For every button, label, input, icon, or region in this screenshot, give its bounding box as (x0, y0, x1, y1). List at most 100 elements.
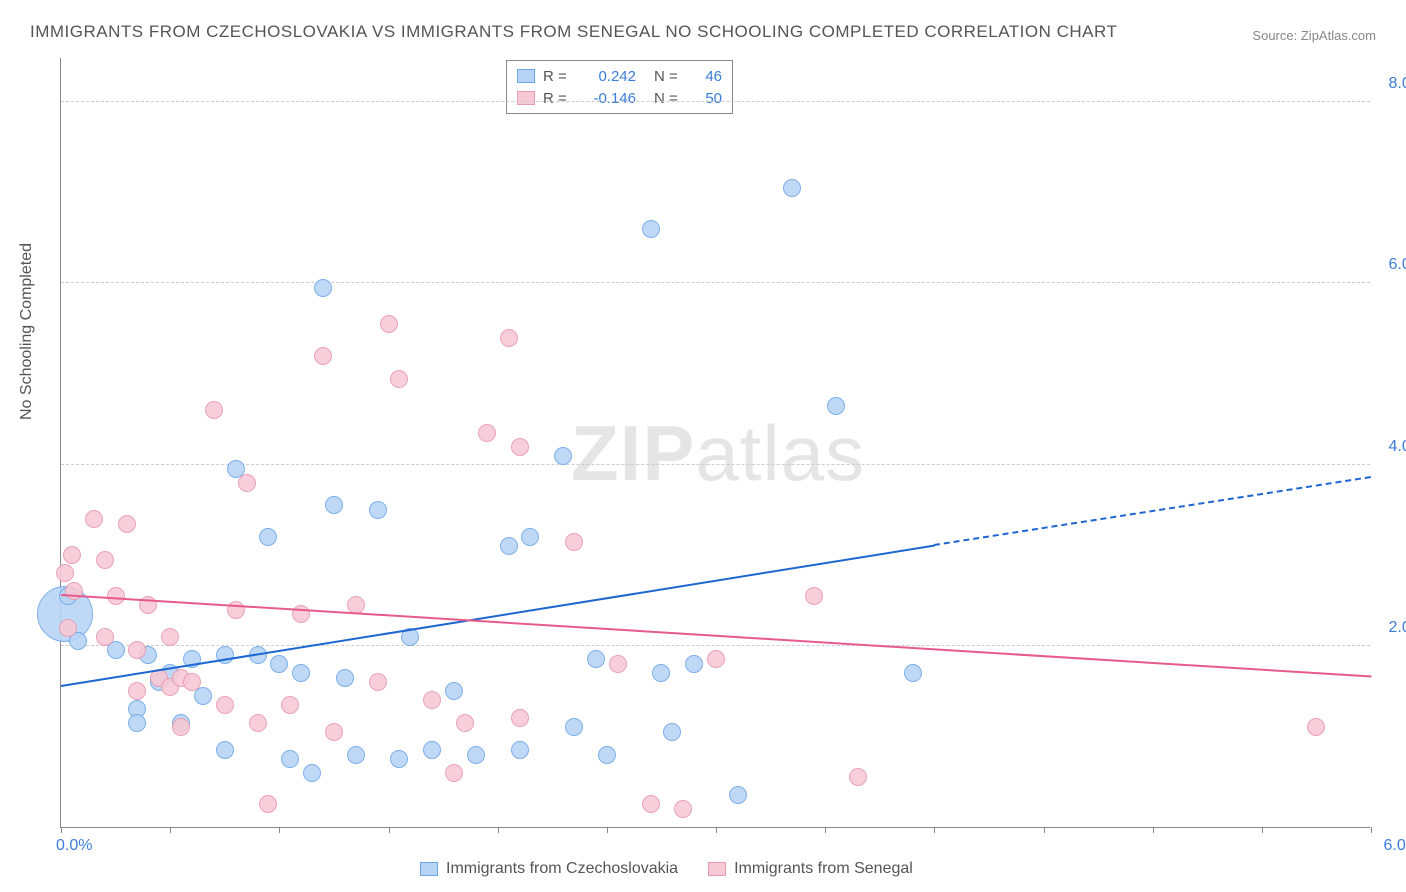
trend-line (934, 476, 1371, 546)
data-point (56, 564, 74, 582)
data-point (63, 546, 81, 564)
x-tick (279, 827, 280, 833)
source-attribution: Source: ZipAtlas.com (1252, 28, 1376, 43)
y-tick-label: 6.0% (1389, 256, 1406, 274)
data-point (904, 664, 922, 682)
data-point (314, 279, 332, 297)
data-point (478, 424, 496, 442)
data-point (325, 496, 343, 514)
legend-item: Immigrants from Czechoslovakia (420, 860, 678, 878)
source-label: Source: (1252, 28, 1297, 43)
x-tick (1153, 827, 1154, 833)
data-point (783, 179, 801, 197)
data-point (183, 673, 201, 691)
y-tick-label: 8.0% (1389, 75, 1406, 93)
data-point (565, 533, 583, 551)
data-point (456, 714, 474, 732)
data-point (445, 682, 463, 700)
data-point (59, 619, 77, 637)
data-point (598, 746, 616, 764)
data-point (281, 750, 299, 768)
stats-row: R =-0.146N =50 (517, 87, 722, 109)
data-point (674, 800, 692, 818)
legend-swatch (517, 69, 535, 83)
data-point (554, 447, 572, 465)
data-point (369, 501, 387, 519)
data-point (161, 628, 179, 646)
legend-swatch (708, 862, 726, 876)
grid-line (61, 464, 1370, 465)
data-point (685, 655, 703, 673)
data-point (805, 587, 823, 605)
data-point (500, 329, 518, 347)
data-point (172, 718, 190, 736)
data-point (249, 714, 267, 732)
source-value: ZipAtlas.com (1301, 28, 1376, 43)
data-point (118, 515, 136, 533)
data-point (303, 764, 321, 782)
stat-n-label: N = (654, 68, 684, 85)
data-point (96, 628, 114, 646)
data-point (325, 723, 343, 741)
legend-item: Immigrants from Senegal (708, 860, 913, 878)
x-tick (1044, 827, 1045, 833)
y-tick-label: 2.0% (1389, 619, 1406, 637)
data-point (292, 664, 310, 682)
data-point (128, 714, 146, 732)
data-point (849, 768, 867, 786)
data-point (205, 401, 223, 419)
data-point (281, 696, 299, 714)
data-point (369, 673, 387, 691)
stat-r-value: 0.242 (581, 68, 636, 85)
data-point (347, 746, 365, 764)
data-point (707, 650, 725, 668)
data-point (587, 650, 605, 668)
x-tick (170, 827, 171, 833)
watermark: ZIPatlas (571, 408, 865, 499)
data-point (238, 474, 256, 492)
grid-line (61, 101, 1370, 102)
data-point (827, 397, 845, 415)
data-point (259, 528, 277, 546)
x-tick (934, 827, 935, 833)
data-point (390, 750, 408, 768)
data-point (652, 664, 670, 682)
legend-swatch (517, 91, 535, 105)
stats-row: R =0.242N =46 (517, 65, 722, 87)
y-axis-label: No Schooling Completed (18, 243, 36, 420)
data-point (609, 655, 627, 673)
legend-label: Immigrants from Czechoslovakia (446, 860, 678, 878)
data-point (128, 682, 146, 700)
x-tick (1262, 827, 1263, 833)
watermark-rest: atlas (695, 409, 865, 497)
grid-line (61, 282, 1370, 283)
data-point (565, 718, 583, 736)
data-point (314, 347, 332, 365)
scatter-plot-area: ZIPatlas R =0.242N =46R =-0.146N =50 2.0… (60, 58, 1370, 828)
data-point (107, 587, 125, 605)
data-point (390, 370, 408, 388)
data-point (96, 551, 114, 569)
data-point (1307, 718, 1325, 736)
data-point (128, 641, 146, 659)
x-tick (607, 827, 608, 833)
data-point (511, 741, 529, 759)
data-point (380, 315, 398, 333)
watermark-bold: ZIP (571, 409, 695, 497)
x-tick (389, 827, 390, 833)
x-tick (716, 827, 717, 833)
stat-r-label: R = (543, 68, 573, 85)
x-tick-label: 0.0% (56, 837, 92, 855)
data-point (642, 220, 660, 238)
data-point (500, 537, 518, 555)
x-tick (498, 827, 499, 833)
chart-title: IMMIGRANTS FROM CZECHOSLOVAKIA VS IMMIGR… (30, 22, 1117, 42)
data-point (423, 741, 441, 759)
y-tick-label: 4.0% (1389, 438, 1406, 456)
stat-n-value: 50 (692, 90, 722, 107)
data-point (85, 510, 103, 528)
x-tick (1371, 827, 1372, 833)
data-point (642, 795, 660, 813)
data-point (259, 795, 277, 813)
data-point (467, 746, 485, 764)
